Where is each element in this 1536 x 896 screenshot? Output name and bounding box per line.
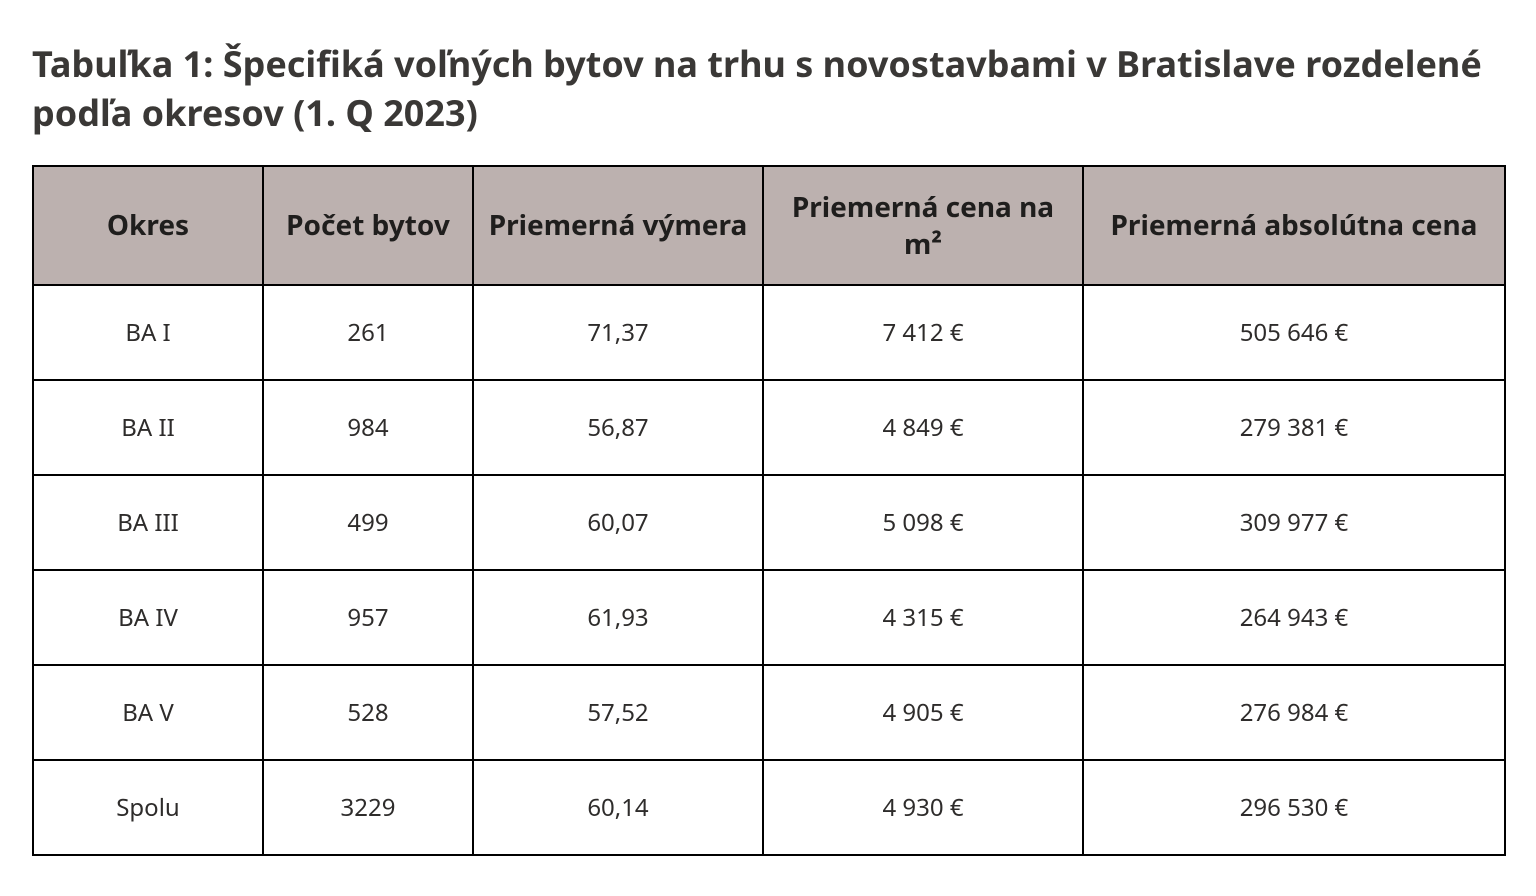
cell-vymera: 71,37 <box>473 285 763 380</box>
data-table: Okres Počet bytov Priemerná výmera Priem… <box>32 165 1506 856</box>
cell-vymera: 57,52 <box>473 665 763 760</box>
cell-okres: BA IV <box>33 570 263 665</box>
table-row: BA III 499 60,07 5 098 € 309 977 € <box>33 475 1505 570</box>
table-row-total: Spolu 3229 60,14 4 930 € 296 530 € <box>33 760 1505 855</box>
cell-okres: BA V <box>33 665 263 760</box>
cell-okres: BA II <box>33 380 263 475</box>
cell-abs: 276 984 € <box>1083 665 1505 760</box>
cell-abs: 279 381 € <box>1083 380 1505 475</box>
table-row: BA IV 957 61,93 4 315 € 264 943 € <box>33 570 1505 665</box>
cell-pocet: 528 <box>263 665 473 760</box>
cell-abs: 309 977 € <box>1083 475 1505 570</box>
cell-vymera: 60,14 <box>473 760 763 855</box>
col-header-vymera: Priemerná výmera <box>473 166 763 285</box>
table-header-row: Okres Počet bytov Priemerná výmera Priem… <box>33 166 1505 285</box>
table-row: BA V 528 57,52 4 905 € 276 984 € <box>33 665 1505 760</box>
cell-pocet: 499 <box>263 475 473 570</box>
cell-okres: BA I <box>33 285 263 380</box>
cell-m2: 4 905 € <box>763 665 1083 760</box>
col-header-pocet: Počet bytov <box>263 166 473 285</box>
cell-m2: 7 412 € <box>763 285 1083 380</box>
cell-m2: 5 098 € <box>763 475 1083 570</box>
table-row: BA II 984 56,87 4 849 € 279 381 € <box>33 380 1505 475</box>
col-header-okres: Okres <box>33 166 263 285</box>
cell-okres: Spolu <box>33 760 263 855</box>
cell-abs: 505 646 € <box>1083 285 1505 380</box>
cell-m2: 4 930 € <box>763 760 1083 855</box>
cell-okres: BA III <box>33 475 263 570</box>
cell-abs: 264 943 € <box>1083 570 1505 665</box>
cell-vymera: 60,07 <box>473 475 763 570</box>
table-title: Tabuľka 1: Špecifiká voľných bytov na tr… <box>32 40 1492 137</box>
cell-vymera: 56,87 <box>473 380 763 475</box>
cell-m2: 4 315 € <box>763 570 1083 665</box>
cell-abs: 296 530 € <box>1083 760 1505 855</box>
col-header-cena-abs: Priemerná absolútna cena <box>1083 166 1505 285</box>
cell-pocet: 3229 <box>263 760 473 855</box>
cell-vymera: 61,93 <box>473 570 763 665</box>
col-header-cena-m2: Priemerná cena na m² <box>763 166 1083 285</box>
cell-pocet: 984 <box>263 380 473 475</box>
table-row: BA I 261 71,37 7 412 € 505 646 € <box>33 285 1505 380</box>
cell-m2: 4 849 € <box>763 380 1083 475</box>
cell-pocet: 957 <box>263 570 473 665</box>
cell-pocet: 261 <box>263 285 473 380</box>
